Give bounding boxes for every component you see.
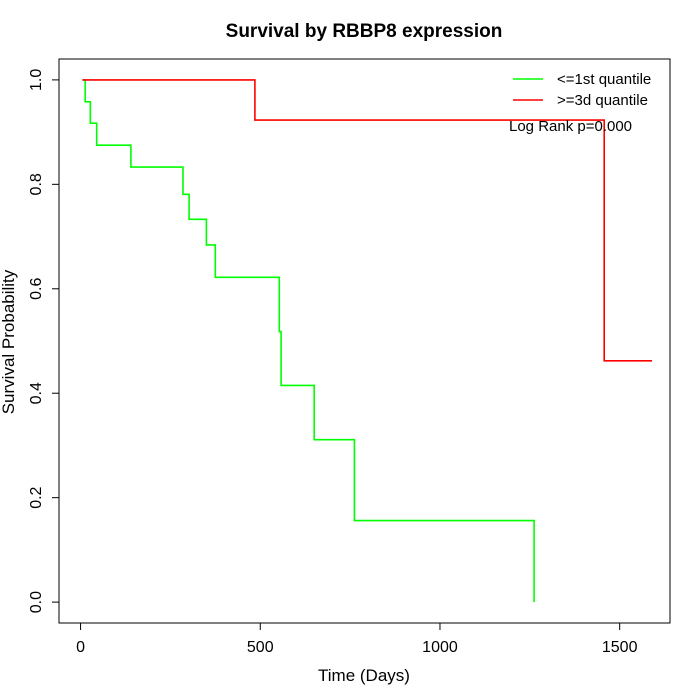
y-tick-label: 0.2 bbox=[28, 486, 45, 508]
chart-title: Survival by RBBP8 expression bbox=[226, 21, 503, 42]
y-tick-label: 0.4 bbox=[28, 382, 45, 404]
x-tick-label: 500 bbox=[247, 639, 274, 656]
legend: <=1st quantile >=3d quantile Log Rank p=… bbox=[509, 71, 651, 135]
legend-label-high: >=3d quantile bbox=[557, 92, 648, 109]
y-tick-label: 0.6 bbox=[28, 278, 45, 300]
log-rank-annotation: Log Rank p=0.000 bbox=[509, 118, 632, 135]
x-axis: 0 500 1000 1500 bbox=[76, 622, 638, 656]
y-tick-label: 0.8 bbox=[28, 173, 45, 195]
y-axis-label: Survival Probability bbox=[0, 269, 18, 414]
legend-label-low: <=1st quantile bbox=[557, 71, 651, 88]
y-tick-label: 0.0 bbox=[28, 591, 45, 613]
x-tick-label: 1500 bbox=[602, 639, 638, 656]
x-axis-label: Time (Days) bbox=[318, 666, 410, 685]
plot-frame bbox=[58, 58, 671, 624]
series-line-low-quantile bbox=[82, 79, 535, 603]
y-tick-label: 1.0 bbox=[28, 69, 45, 91]
series-layer bbox=[82, 79, 652, 603]
y-axis: 0.0 0.2 0.4 0.6 0.8 1.0 bbox=[28, 69, 60, 613]
x-tick-label: 1000 bbox=[422, 639, 458, 656]
series-line-high-quantile bbox=[82, 79, 652, 362]
x-tick-label: 0 bbox=[76, 639, 85, 656]
